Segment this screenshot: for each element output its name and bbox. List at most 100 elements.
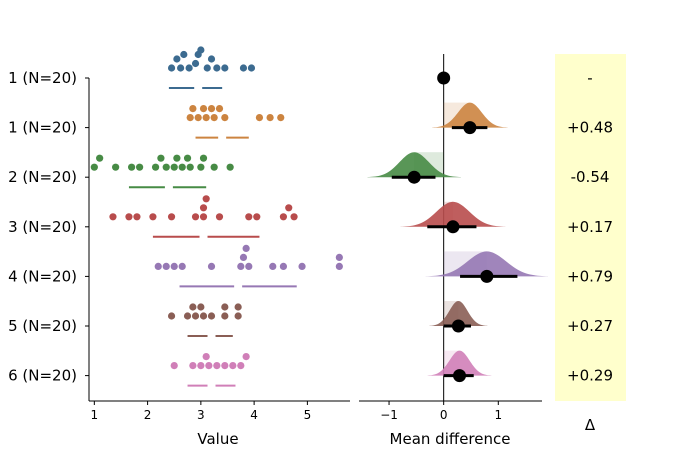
data-point (197, 163, 205, 171)
data-point (205, 362, 213, 370)
data-point (197, 362, 205, 370)
mean-difference-point (407, 170, 421, 184)
data-point (170, 163, 178, 171)
data-point (189, 303, 197, 311)
mean-difference-point (451, 319, 465, 333)
delta-value: +0.29 (567, 367, 613, 385)
data-point (242, 353, 250, 361)
data-point (221, 362, 229, 370)
data-point (290, 213, 298, 221)
row-group (167, 303, 242, 337)
data-point (96, 154, 104, 162)
data-point (183, 154, 192, 162)
data-point (136, 163, 144, 171)
data-point (191, 213, 200, 221)
data-point (202, 114, 210, 122)
data-point (234, 303, 242, 311)
data-point (191, 59, 200, 68)
data-point (269, 262, 277, 270)
data-point (178, 262, 186, 270)
mean-difference-point (446, 220, 460, 234)
data-point (170, 262, 178, 270)
reference-point (437, 71, 451, 85)
data-point (234, 312, 242, 320)
data-point (109, 213, 117, 221)
delta-value: +0.48 (567, 119, 613, 137)
left-x-tick-label: 2 (144, 408, 152, 422)
bootstrap-distribution (367, 152, 461, 178)
effect-group (367, 152, 461, 184)
data-point (173, 154, 181, 162)
data-point (213, 362, 221, 370)
data-point (189, 105, 197, 113)
data-point (133, 213, 141, 221)
data-point (186, 114, 194, 122)
left-x-tick-label: 5 (304, 408, 312, 422)
data-point (242, 244, 250, 252)
data-point (128, 163, 136, 171)
row-label: 1 (N=20) (8, 69, 77, 87)
data-point (197, 46, 205, 54)
left-axis: 1 2 3 4 5 1 (N=20) 1 (N=20) 2 (N=20) 3 (N=20) 4 (… (8, 69, 350, 422)
delta-labels: - +0.48 -0.54 +0.17 +0.79 +0.27 +0.29 (567, 69, 613, 385)
right-x-tick-label: −1 (380, 408, 398, 422)
data-point (199, 204, 208, 212)
left-x-tick-label: 1 (91, 408, 99, 422)
row-label: 2 (N=20) (8, 168, 77, 186)
right-x-tick-label: 0 (440, 408, 448, 422)
data-point (185, 64, 193, 72)
left-points (90, 46, 343, 387)
row-label: 5 (N=20) (8, 317, 77, 335)
data-point (239, 64, 248, 72)
data-point (191, 312, 200, 320)
data-point (237, 262, 245, 270)
data-point (253, 213, 261, 221)
data-point (199, 105, 208, 113)
data-point (154, 262, 162, 270)
bootstrap-distribution (432, 102, 508, 128)
data-point (90, 163, 98, 171)
data-point (221, 303, 229, 311)
row-group (154, 244, 343, 288)
delta-value: +0.27 (567, 317, 613, 335)
bootstrap-distribution (425, 251, 549, 277)
data-point (237, 362, 245, 370)
data-point (162, 262, 170, 270)
data-point (186, 163, 194, 171)
right-axis: −1 0 1 (359, 54, 542, 422)
data-point (173, 55, 181, 63)
right-marks (367, 71, 549, 383)
mean-difference-point (453, 369, 467, 383)
data-point (112, 163, 120, 171)
data-point (170, 362, 178, 370)
bootstrap-distribution (400, 201, 506, 227)
data-point (279, 213, 288, 221)
row-label: 3 (N=20) (8, 218, 77, 236)
data-point (202, 195, 210, 203)
row-group (167, 46, 256, 89)
data-point (279, 262, 288, 270)
data-point (207, 105, 216, 113)
mean-difference-point (463, 121, 477, 135)
delta-value: -0.54 (571, 168, 610, 186)
row-group (170, 353, 250, 387)
data-point (207, 262, 216, 270)
data-point (207, 312, 216, 320)
left-x-tick-label: 3 (197, 408, 205, 422)
data-point (167, 312, 176, 320)
data-point (203, 64, 211, 72)
bootstrap-distribution (427, 350, 492, 376)
data-point (199, 312, 208, 320)
data-point (335, 262, 343, 270)
left-x-tick-label: 4 (250, 408, 258, 422)
delta-value: +0.79 (567, 267, 613, 285)
data-point (177, 64, 185, 72)
data-point (189, 362, 197, 370)
mean-difference-point (480, 269, 494, 283)
delta-value: - (587, 69, 592, 87)
row-label: 6 (N=20) (8, 367, 77, 385)
data-point (335, 253, 343, 261)
data-point (221, 64, 229, 72)
data-point (125, 213, 133, 221)
data-point (180, 50, 188, 59)
